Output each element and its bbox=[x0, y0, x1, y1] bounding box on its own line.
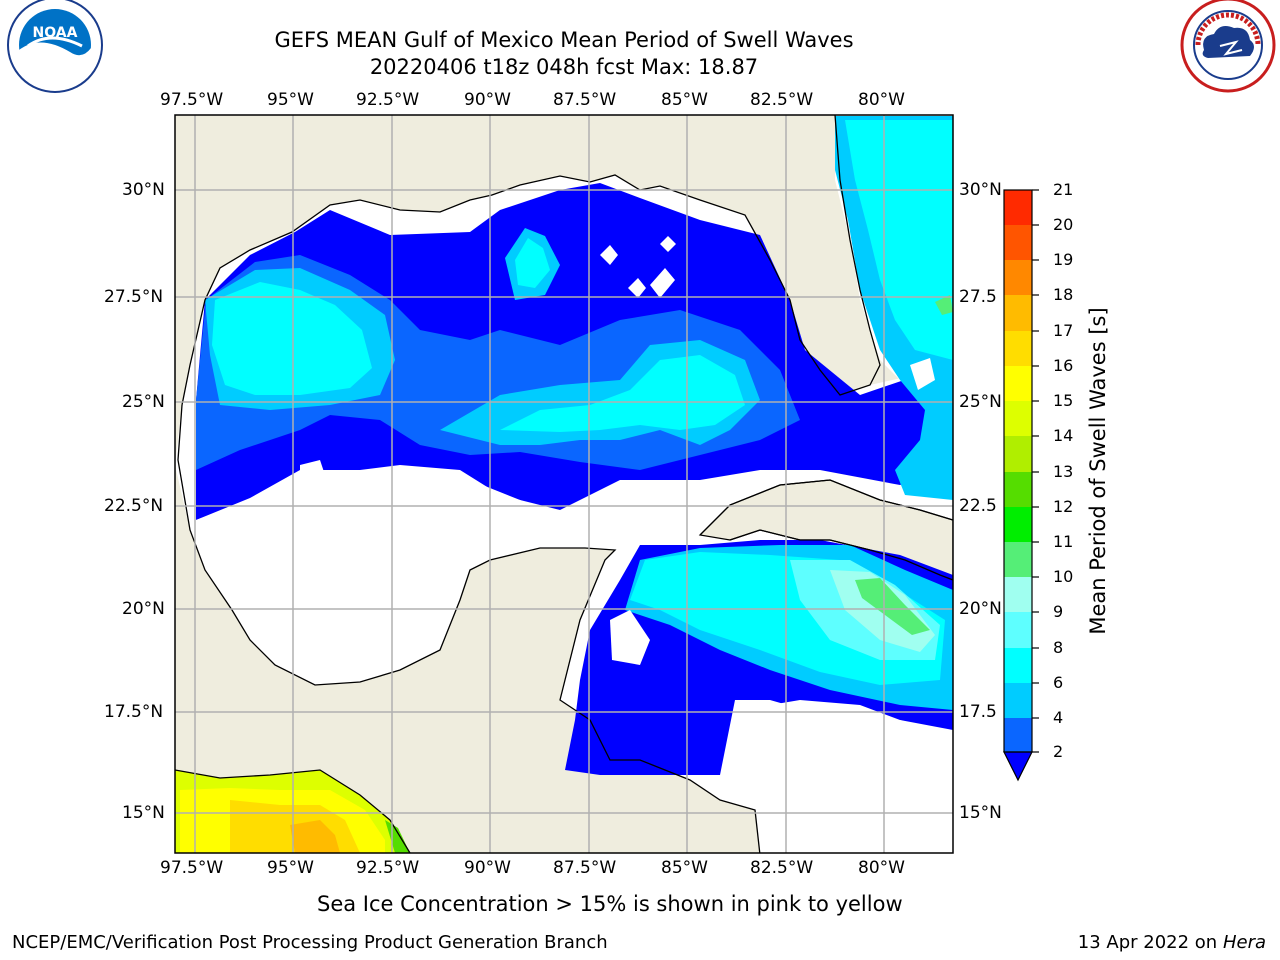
lat-tick-right: 30°N bbox=[959, 180, 1002, 200]
swell-field bbox=[175, 115, 953, 853]
lat-tick-left: 15°N bbox=[122, 803, 165, 823]
colorbar-tick: 13 bbox=[1053, 462, 1074, 481]
lon-tick-top: 80°W bbox=[858, 90, 905, 110]
lon-tick-bottom: 95°W bbox=[267, 858, 314, 878]
footer-date-text: 13 Apr 2022 on bbox=[1077, 932, 1218, 953]
footer-credit: NCEP/EMC/Verification Post Processing Pr… bbox=[12, 932, 608, 953]
colorbar-tick: 4 bbox=[1053, 708, 1064, 727]
lon-tick-top: 90°W bbox=[464, 90, 511, 110]
colorbar-tick: 10 bbox=[1053, 567, 1074, 586]
lon-tick-top: 85°W bbox=[661, 90, 708, 110]
colorbar-tick: 20 bbox=[1053, 215, 1074, 234]
colorbar-tick: 11 bbox=[1053, 532, 1074, 551]
colorbar-tick: 19 bbox=[1053, 250, 1074, 269]
map-frame bbox=[174, 114, 954, 854]
lat-tick-right: 27.5 bbox=[959, 287, 997, 307]
colorbar-tick: 21 bbox=[1053, 180, 1074, 199]
lon-tick-top: 87.5°W bbox=[553, 90, 617, 110]
colorbar-tick: 8 bbox=[1053, 638, 1064, 657]
lon-tick-bottom: 85°W bbox=[661, 858, 708, 878]
lat-tick-left: 20°N bbox=[122, 599, 165, 619]
lat-tick-left: 22.5°N bbox=[104, 496, 164, 516]
colorbar-tick: 15 bbox=[1053, 391, 1074, 410]
colorbar-tick: 14 bbox=[1053, 426, 1074, 445]
colorbar bbox=[1003, 189, 1039, 782]
lat-tick-left: 17.5°N bbox=[104, 702, 164, 722]
map-area bbox=[175, 115, 953, 853]
plot-subtitle: 20220406 t18z 048h fcst Max: 18.87 bbox=[369, 55, 759, 79]
lon-tick-top: 95°W bbox=[267, 90, 314, 110]
colorbar-tick: 17 bbox=[1053, 321, 1074, 340]
colorbar-tick: 2 bbox=[1053, 742, 1064, 761]
lon-tick-top: 97.5°W bbox=[160, 90, 224, 110]
colorbar-tick: 16 bbox=[1053, 356, 1074, 375]
lat-tick-right: 20°N bbox=[959, 599, 1002, 619]
sea-ice-note: Sea Ice Concentration > 15% is shown in … bbox=[317, 892, 903, 916]
lat-tick-left: 25°N bbox=[122, 392, 165, 412]
lon-tick-bottom: 82.5°W bbox=[750, 858, 814, 878]
lon-tick-bottom: 80°W bbox=[858, 858, 905, 878]
lon-tick-top: 82.5°W bbox=[750, 90, 814, 110]
lat-tick-right: 15°N bbox=[959, 803, 1002, 823]
noaa-logo-icon: NOAA bbox=[7, 0, 103, 93]
lon-tick-bottom: 92.5°W bbox=[356, 858, 420, 878]
noaa-logo-text: NOAA bbox=[33, 25, 78, 41]
lon-tick-bottom: 87.5°W bbox=[553, 858, 617, 878]
lat-tick-left: 27.5°N bbox=[104, 287, 164, 307]
colorbar-tick: 12 bbox=[1053, 497, 1074, 516]
colorbar-label: Mean Period of Swell Waves [s] bbox=[1086, 307, 1110, 635]
colorbar-tick: 9 bbox=[1053, 602, 1064, 621]
plot-title: GEFS MEAN Gulf of Mexico Mean Period of … bbox=[274, 28, 854, 52]
gridlines bbox=[175, 115, 953, 853]
lon-tick-bottom: 90°W bbox=[464, 858, 511, 878]
lat-tick-right: 25°N bbox=[959, 392, 1002, 412]
colorbar-tick: 18 bbox=[1053, 285, 1074, 304]
lat-tick-right: 17.5 bbox=[959, 702, 997, 722]
colorbar-tick: 6 bbox=[1053, 673, 1064, 692]
lon-tick-bottom: 97.5°W bbox=[160, 858, 224, 878]
lat-tick-left: 30°N bbox=[122, 180, 165, 200]
footer-machine: Hera bbox=[1222, 932, 1266, 953]
lon-tick-top: 92.5°W bbox=[356, 90, 420, 110]
lat-tick-right: 22.5 bbox=[959, 496, 997, 516]
nws-logo-icon bbox=[1180, 0, 1276, 93]
footer-date: 13 Apr 2022 on Hera bbox=[1078, 932, 1266, 954]
